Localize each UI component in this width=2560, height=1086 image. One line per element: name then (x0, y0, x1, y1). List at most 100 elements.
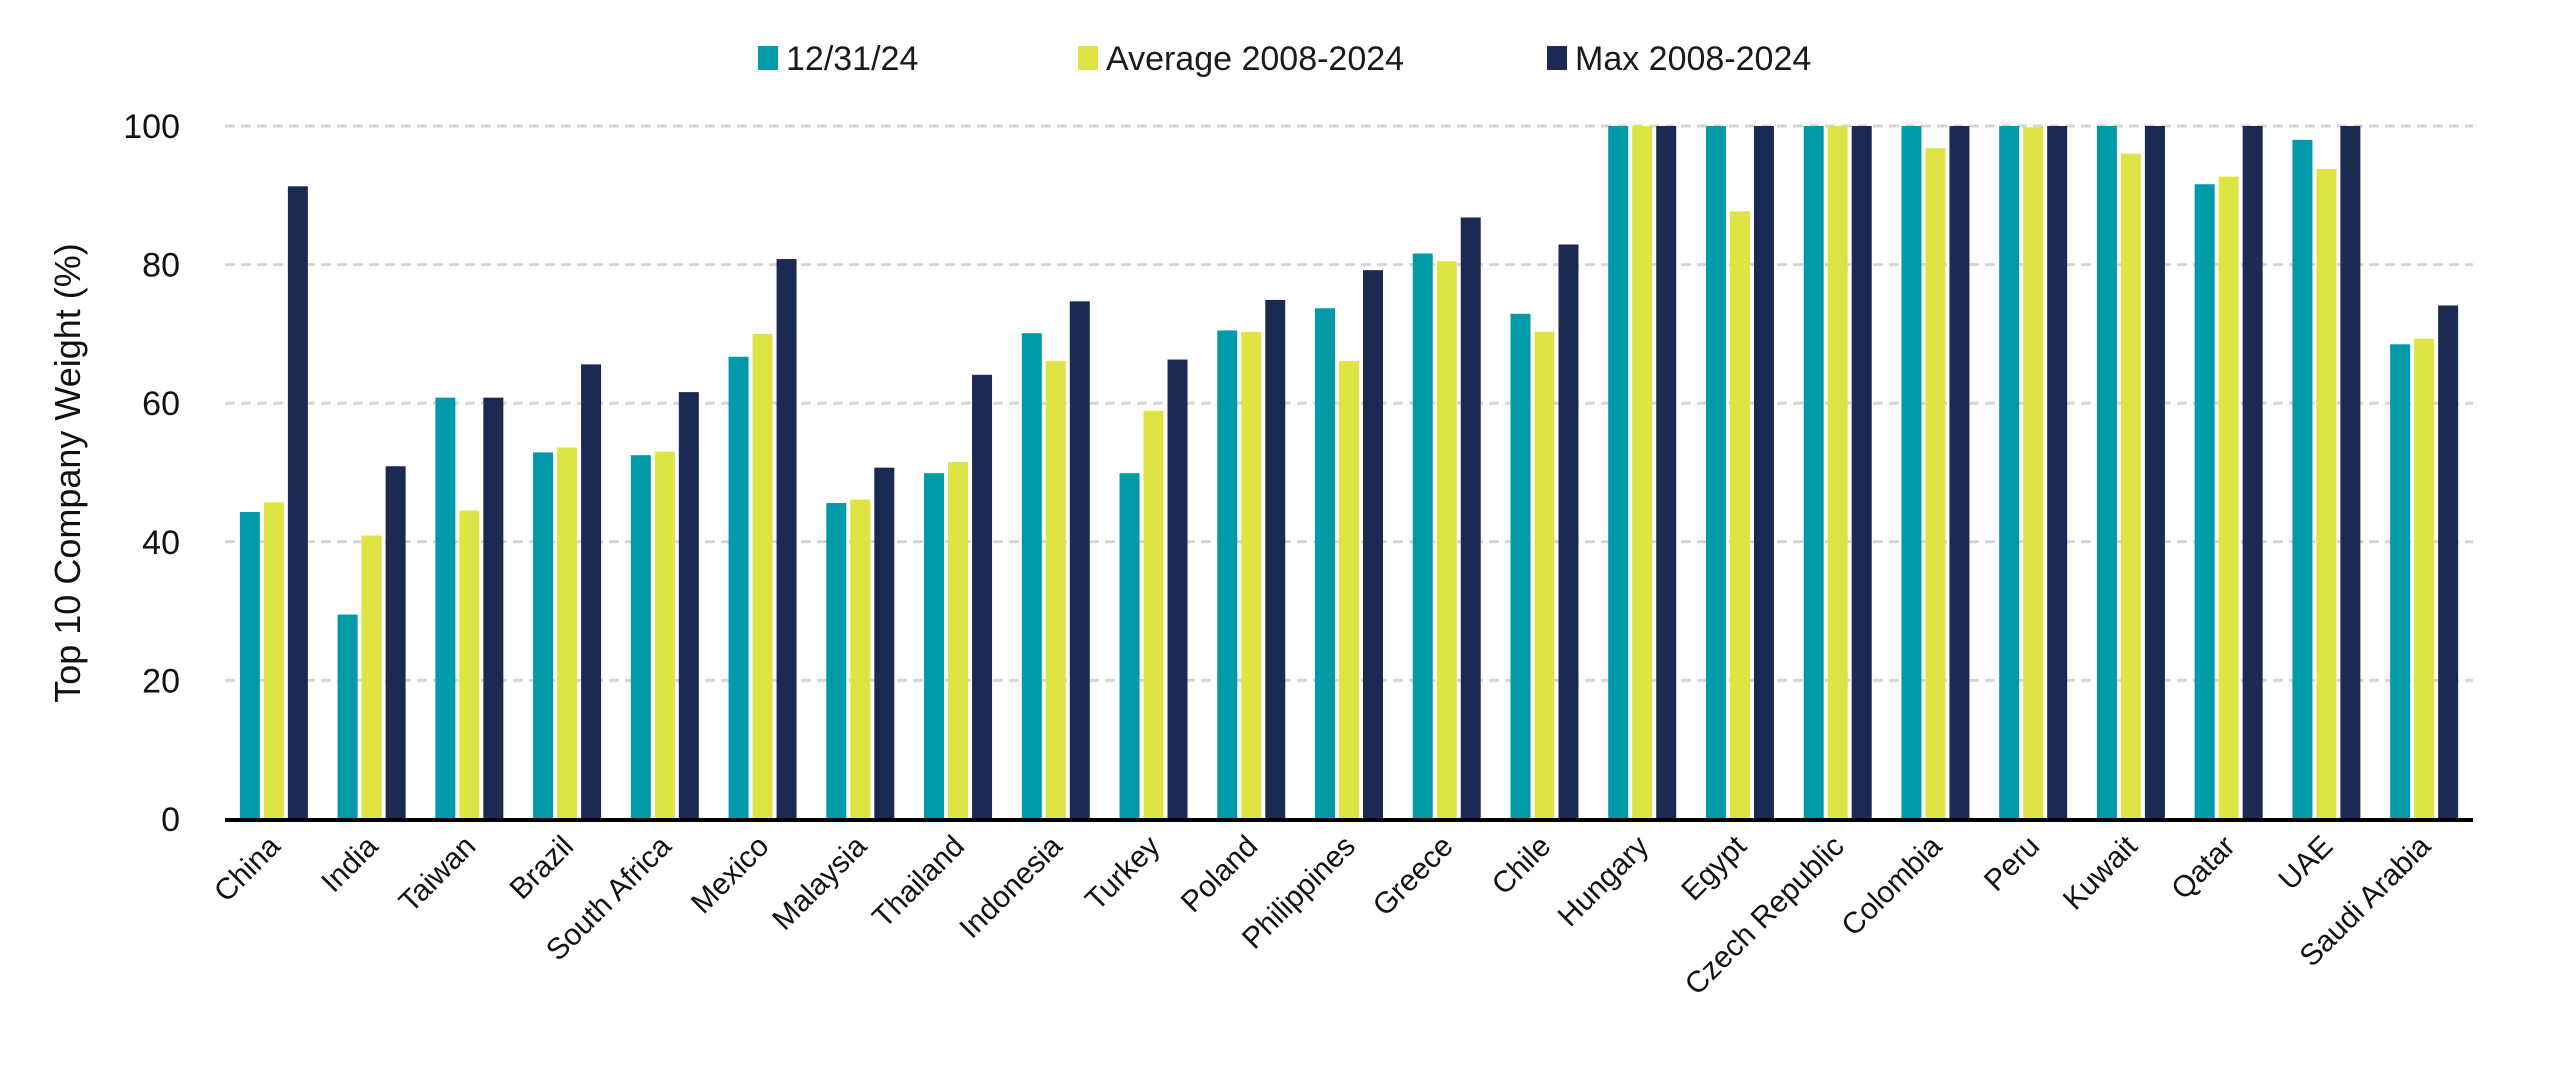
bar-turkey-series-0 (1119, 473, 1140, 819)
x-category-label: Chile (1486, 830, 1558, 902)
bar-chile-series-1 (1534, 331, 1555, 819)
bar-thailand-series-1 (948, 462, 969, 819)
bar-uae-series-1 (2316, 168, 2337, 819)
bar-mexico-series-1 (752, 333, 773, 819)
x-category-label: Kuwait (2057, 829, 2144, 916)
bar-mexico-series-0 (728, 356, 749, 819)
x-category-label: UAE (2272, 830, 2339, 897)
bar-egypt-series-1 (1729, 211, 1750, 819)
bar-greece-series-0 (1412, 253, 1433, 820)
bar-czech-republic-series-2 (1851, 126, 1872, 819)
x-category-label: Colombia (1835, 829, 1948, 942)
bar-taiwan-series-2 (483, 397, 504, 819)
bar-chile-series-2 (1558, 244, 1579, 820)
bar-taiwan-series-0 (435, 397, 456, 819)
bar-kuwait-series-0 (2096, 126, 2117, 819)
x-category-label: Egypt (1675, 829, 1753, 907)
bar-philippines-series-1 (1339, 360, 1359, 819)
bar-egypt-series-2 (1753, 126, 1774, 819)
bar-poland-series-2 (1265, 299, 1286, 819)
bar-thailand-series-2 (972, 374, 993, 819)
legend-swatch (1078, 46, 1098, 70)
bar-peru-series-2 (2047, 126, 2068, 819)
y-tick-label: 40 (142, 524, 180, 562)
bar-philippines-series-2 (1363, 270, 1383, 819)
bar-brazil-series-0 (533, 452, 554, 819)
y-axis-label: Top 10 Company Weight (%) (47, 243, 88, 703)
bar-south-africa-series-2 (678, 392, 699, 819)
x-category-label: Poland (1175, 830, 1264, 919)
bar-indonesia-series-1 (1045, 360, 1066, 819)
bar-colombia-series-2 (1949, 126, 1970, 819)
y-axis-ticks: 0 20 40 60 80 100 (123, 108, 180, 839)
y-tick-label: 0 (161, 801, 180, 839)
x-category-label: Hungary (1552, 830, 1656, 934)
bar-south-africa-series-0 (630, 455, 651, 819)
bar-india-series-2 (385, 466, 406, 819)
bar-saudi-arabia-series-0 (2390, 344, 2411, 819)
bar-saudi-arabia-series-1 (2414, 338, 2435, 819)
bar-india-series-1 (361, 535, 382, 819)
legend-label: Max 2008-2024 (1575, 40, 1811, 78)
x-category-label: Mexico (685, 830, 776, 921)
bar-india-series-0 (337, 614, 358, 819)
bar-saudi-arabia-series-2 (2438, 305, 2459, 819)
bar-indonesia-series-2 (1069, 301, 1090, 820)
bar-colombia-series-0 (1901, 126, 1922, 819)
x-category-label: Taiwan (393, 830, 482, 919)
x-category-label: Qatar (2165, 830, 2241, 906)
bar-uae-series-2 (2340, 126, 2361, 819)
bar-malaysia-series-1 (850, 499, 871, 819)
bar-taiwan-series-1 (459, 510, 480, 819)
y-tick-label: 20 (142, 662, 180, 700)
bar-china-series-2 (287, 186, 308, 819)
bar-south-africa-series-1 (654, 451, 675, 819)
x-category-label: India (315, 829, 385, 899)
y-tick-label: 80 (142, 247, 180, 285)
bar-colombia-series-1 (1925, 148, 1946, 819)
bar-chile-series-0 (1510, 313, 1531, 819)
bar-qatar-series-2 (2242, 126, 2263, 819)
bar-poland-series-1 (1241, 331, 1262, 819)
y-tick-label: 60 (142, 385, 180, 423)
x-category-label: China (208, 829, 287, 908)
bar-china-series-0 (239, 512, 260, 819)
x-category-label: Turkey (1079, 830, 1166, 917)
bar-greece-series-2 (1460, 217, 1481, 819)
legend-swatch (1547, 46, 1567, 70)
bar-greece-series-1 (1436, 261, 1457, 819)
bar-china-series-1 (263, 502, 284, 819)
bar-turkey-series-2 (1167, 359, 1188, 819)
bar-turkey-series-1 (1143, 410, 1164, 819)
bar-malaysia-series-0 (826, 502, 847, 819)
bar-hungary-series-1 (1632, 126, 1653, 819)
bar-philippines-series-0 (1315, 308, 1335, 819)
bar-kuwait-series-1 (2120, 153, 2141, 820)
x-category-label: Greece (1367, 830, 1460, 923)
legend-label: Average 2008-2024 (1106, 40, 1404, 78)
bar-poland-series-0 (1217, 330, 1238, 819)
bar-czech-republic-series-1 (1827, 126, 1848, 819)
bar-qatar-series-1 (2218, 176, 2239, 820)
bar-brazil-series-2 (581, 364, 602, 819)
bar-hungary-series-0 (1608, 126, 1629, 819)
bar-peru-series-1 (2023, 127, 2044, 820)
bars (239, 126, 2459, 820)
x-category-label: Peru (1978, 830, 2046, 898)
x-category-label: Brazil (504, 830, 580, 906)
bar-uae-series-0 (2292, 139, 2313, 820)
bar-peru-series-0 (1999, 126, 2020, 819)
x-category-label: Malaysia (766, 829, 873, 936)
x-category-label: Indonesia (953, 829, 1069, 945)
bar-hungary-series-2 (1656, 126, 1677, 819)
legend: 12/31/24 Average 2008-2024 Max 2008-2024 (758, 40, 1811, 78)
bar-thailand-series-0 (924, 473, 945, 819)
bar-indonesia-series-0 (1021, 333, 1042, 819)
bar-malaysia-series-2 (874, 467, 895, 819)
bar-mexico-series-2 (776, 259, 797, 819)
y-tick-label: 100 (123, 108, 180, 146)
bar-czech-republic-series-0 (1803, 126, 1824, 819)
bar-egypt-series-0 (1705, 126, 1726, 819)
